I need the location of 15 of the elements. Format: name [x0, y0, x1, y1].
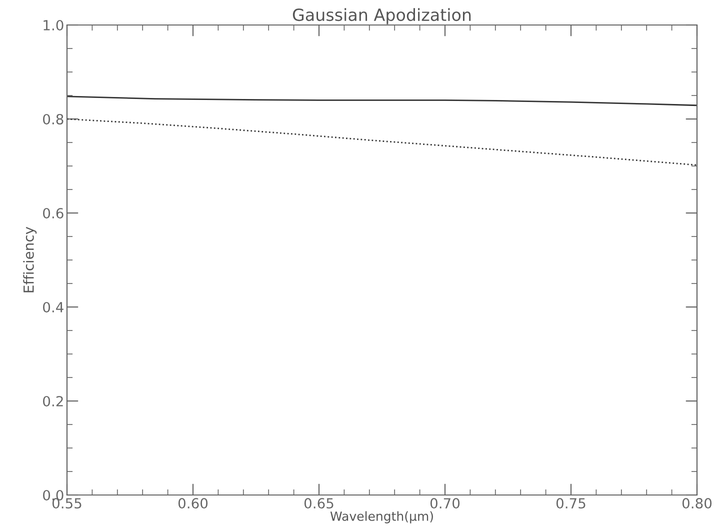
- x-axis-title: Wavelength(μm): [330, 511, 433, 524]
- y-tick-label: 0.4: [43, 302, 64, 312]
- x-tick-label: 0.60: [178, 498, 208, 509]
- y-tick-label: 0.6: [43, 208, 64, 218]
- y-tick-label: 1.0: [44, 20, 64, 30]
- x-tick-label: 0.70: [430, 498, 460, 509]
- y-axis-title: Efficiency: [23, 226, 37, 292]
- x-tick-label: 0.75: [556, 498, 586, 509]
- x-tick-label: 0.80: [682, 498, 712, 509]
- x-tick-label: 0.65: [304, 498, 334, 509]
- x-tick-label: 0.55: [52, 498, 82, 509]
- chart-title: Gaussian Apodization: [292, 8, 471, 24]
- y-tick-label: 0.8: [43, 114, 64, 124]
- y-tick-label: 0.2: [43, 396, 63, 406]
- y-tick-label: 0.0: [43, 490, 64, 500]
